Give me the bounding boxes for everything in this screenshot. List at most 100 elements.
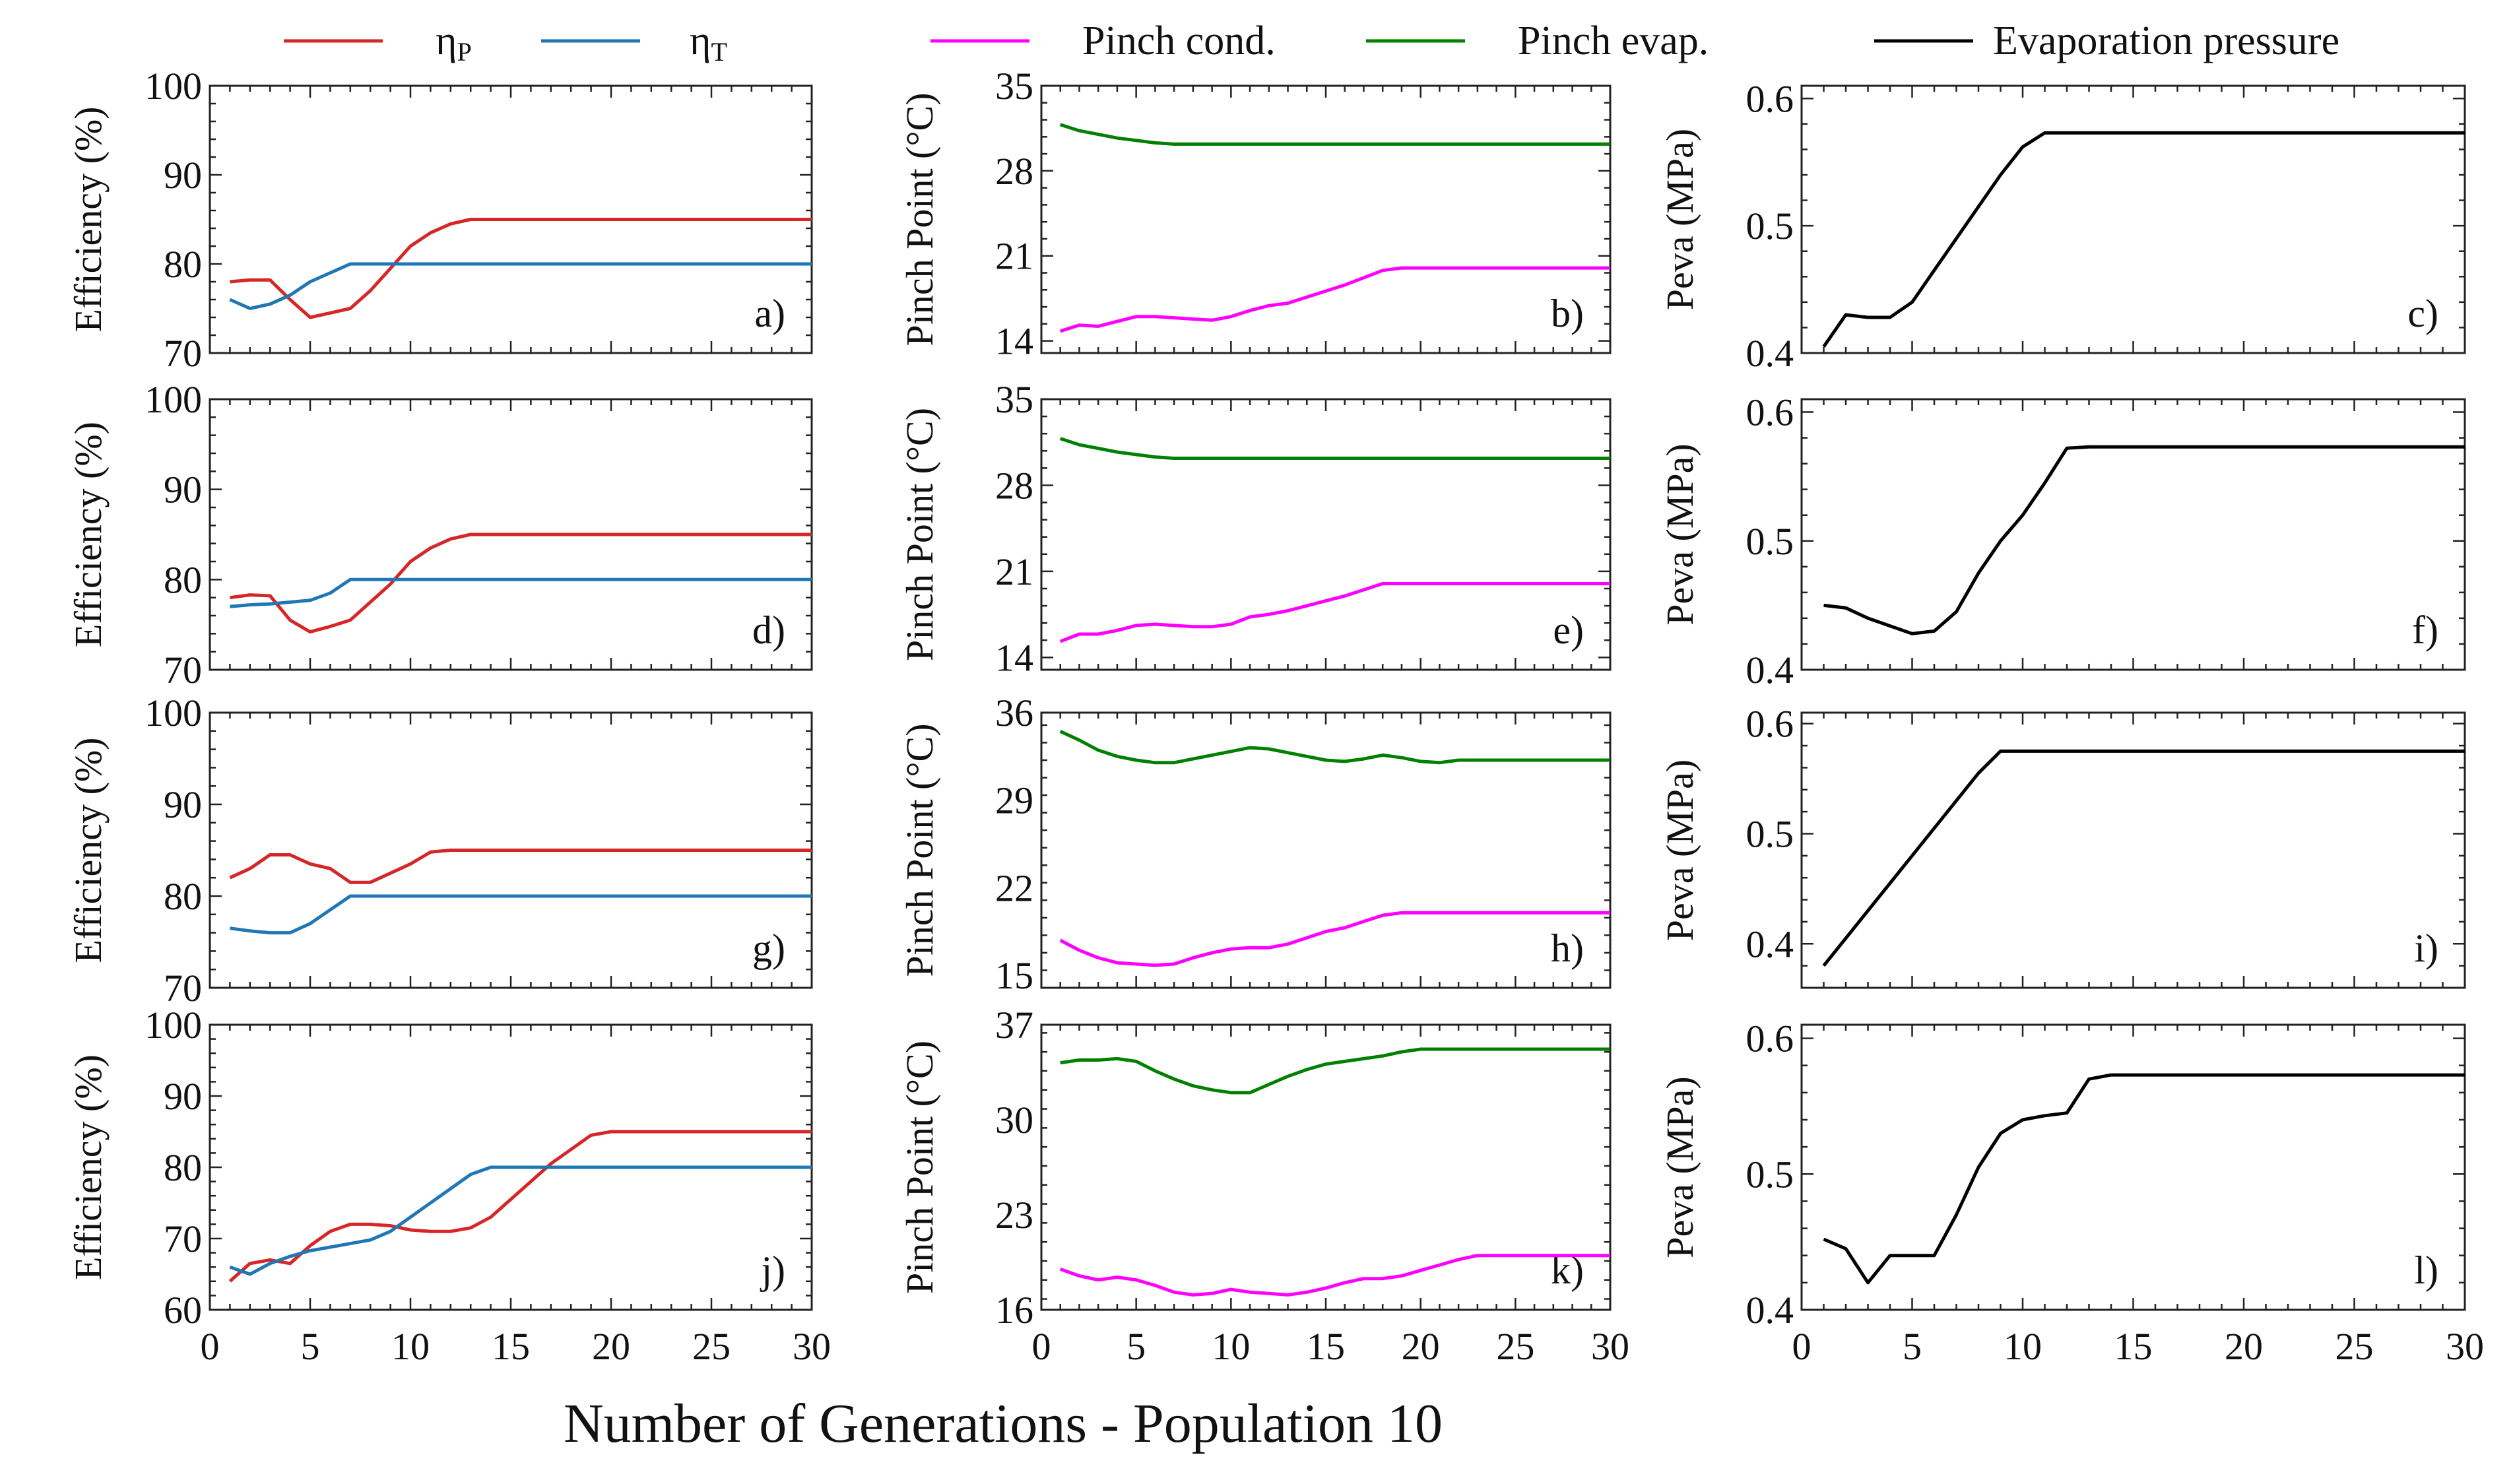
series-line-g-1 — [230, 894, 812, 935]
y-tick-label: 0.5 — [1746, 1153, 1794, 1196]
legend-label-2: Pinch cond. — [1082, 18, 1276, 63]
y-tick-label: 0.5 — [1746, 520, 1794, 563]
y-tick-label: 90 — [164, 154, 202, 197]
series-line-k-1 — [1059, 1254, 1610, 1297]
legend-label-1: ηT — [690, 18, 727, 67]
y-tick-label: 37 — [995, 1004, 1033, 1047]
panel-c: 0.4 0.5 0.6 Peva (MPa) c) — [1658, 77, 2466, 375]
y-tick-label: 0.6 — [1746, 703, 1794, 746]
y-tick-label: 100 — [145, 65, 202, 108]
y-tick-label: 60 — [164, 1289, 202, 1332]
y-axis-title: Efficiency (%) — [67, 422, 110, 647]
y-tick-label: 0.5 — [1746, 205, 1794, 247]
y-tick-label: 0.4 — [1746, 649, 1794, 692]
legend-label-0: ηP — [436, 18, 472, 67]
y-axis-title: Pinch Point (°C) — [898, 92, 941, 346]
panel-j: 60 70 80 90 100 0 5 10 15 20 25 30 Efficiency (%) j) — [67, 1004, 831, 1368]
y-tick-label: 90 — [164, 468, 202, 511]
series-line-a-0 — [230, 218, 812, 319]
y-tick-label: 80 — [164, 875, 202, 918]
series-line-h-1 — [1059, 911, 1610, 967]
x-tick-label: 25 — [1496, 1325, 1534, 1368]
x-tick-label: 0 — [1032, 1325, 1051, 1368]
legend-label-3: Pinch evap. — [1518, 18, 1709, 63]
panel-d: 70 80 90 100 Efficiency (%) d) — [67, 378, 813, 692]
panel-a: 70 80 90 100 Efficiency (%) a) — [67, 65, 813, 375]
panel-label: g) — [752, 926, 785, 970]
y-tick-label: 0.6 — [1746, 391, 1794, 434]
series-line-e-1 — [1059, 582, 1610, 643]
y-tick-label: 0.4 — [1746, 1289, 1794, 1332]
y-tick-label: 29 — [995, 779, 1033, 822]
y-tick-label: 35 — [995, 65, 1033, 108]
series-line-d-1 — [230, 577, 812, 608]
y-tick-label: 0.4 — [1746, 332, 1794, 375]
y-tick-label: 0.6 — [1746, 77, 1794, 120]
x-tick-label: 20 — [2225, 1325, 2263, 1368]
x-tick-label: 5 — [1126, 1325, 1146, 1368]
panel-label: d) — [752, 608, 785, 652]
legend: ηP ηT Pinch cond. Pinch evap. Evaporation pr… — [284, 18, 2339, 67]
x-tick-label: 30 — [793, 1325, 831, 1368]
panel-label: b) — [1551, 292, 1584, 335]
series-line-b-0 — [1059, 123, 1610, 146]
x-tick-label: 20 — [1402, 1325, 1440, 1368]
y-tick-label: 36 — [995, 692, 1033, 734]
y-tick-label: 14 — [995, 320, 1033, 363]
y-tick-label: 35 — [995, 378, 1033, 421]
y-axis-title: Peva (MPa) — [1658, 443, 1701, 625]
x-tick-label: 5 — [301, 1325, 320, 1368]
y-tick-label: 100 — [145, 1004, 202, 1047]
plot-frame — [1800, 1023, 2466, 1311]
panel-l: 0.4 0.5 0.6 0 5 10 15 20 25 30 Peva (MPa) l) — [1658, 1017, 2484, 1368]
plot-frame — [1040, 711, 1612, 989]
panel-label: c) — [2407, 292, 2438, 335]
y-tick-label: 16 — [995, 1289, 1033, 1332]
y-tick-label: 30 — [995, 1099, 1033, 1142]
series-line-j-1 — [229, 1165, 812, 1276]
legend-label-4: Evaporation pressure — [1993, 18, 2339, 63]
panel-label: f) — [2412, 608, 2438, 652]
x-tick-label: 15 — [2114, 1325, 2153, 1368]
x-tick-label: 0 — [1792, 1325, 1811, 1368]
plot-frame — [1800, 711, 2466, 989]
x-tick-label: 5 — [1903, 1325, 1922, 1368]
series-line-b-1 — [1059, 266, 1610, 333]
y-tick-label: 23 — [995, 1194, 1033, 1237]
x-axis-title: Number of Generations - Population 10 — [564, 1393, 1443, 1454]
y-axis-title: Pinch Point (°C) — [898, 408, 941, 661]
panel-label: i) — [2414, 926, 2438, 970]
y-tick-label: 22 — [995, 866, 1033, 909]
x-tick-label: 30 — [1591, 1325, 1629, 1368]
panel-g: 70 80 90 100 Efficiency (%) g) — [67, 692, 813, 1010]
x-tick-label: 10 — [1212, 1325, 1250, 1368]
y-tick-label: 21 — [995, 550, 1033, 593]
y-tick-label: 70 — [164, 332, 202, 375]
plot-frame — [1800, 84, 2466, 354]
series-line-g-0 — [229, 849, 812, 884]
y-axis-title: Peva (MPa) — [1658, 129, 1701, 310]
y-tick-label: 15 — [995, 954, 1033, 997]
series-line-k-0 — [1060, 1047, 1610, 1095]
x-tick-label: 30 — [2446, 1325, 2484, 1368]
y-axis-title: Pinch Point (°C) — [898, 723, 941, 977]
panel-b: 14 21 28 35 Pinch Point (°C) b) — [898, 65, 1612, 363]
panel-f: 0.4 0.5 0.6 Peva (MPa) f) — [1658, 391, 2466, 692]
x-tick-label: 15 — [492, 1325, 530, 1368]
y-tick-label: 70 — [164, 1217, 202, 1260]
y-tick-label: 90 — [164, 783, 202, 826]
y-axis-title: Efficiency (%) — [67, 107, 110, 333]
x-tick-label: 10 — [391, 1325, 430, 1368]
series-line-j-0 — [228, 1130, 812, 1283]
x-tick-label: 20 — [592, 1325, 630, 1368]
series-line-h-0 — [1059, 730, 1610, 765]
y-axis-title: Efficiency (%) — [67, 1054, 110, 1280]
y-tick-label: 100 — [145, 692, 202, 734]
y-axis-title: Peva (MPa) — [1658, 759, 1701, 941]
y-tick-label: 80 — [164, 1146, 202, 1189]
series-line-f-0 — [1823, 445, 2465, 635]
y-tick-label: 21 — [995, 235, 1033, 278]
